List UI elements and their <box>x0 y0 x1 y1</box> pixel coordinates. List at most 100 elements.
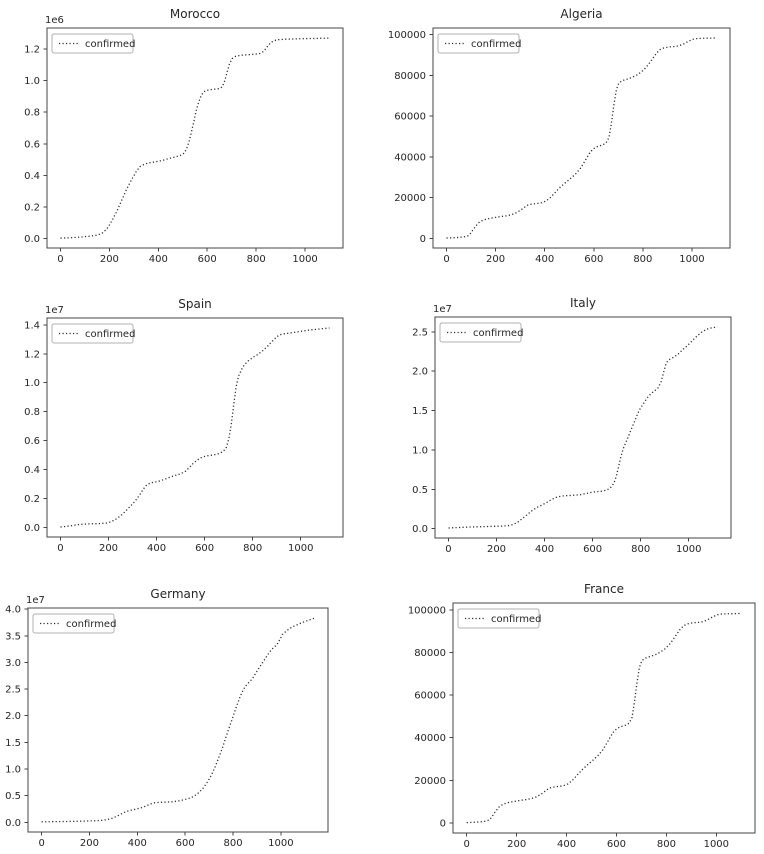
y-tick-label: 3.0 <box>5 658 21 669</box>
y-tick-label: 1.5 <box>412 406 428 417</box>
y-tick-label: 1.2 <box>24 45 40 56</box>
subplot-algeria: 0 200 400 600 800 1000 0 20000 40000 60000 80000 10… <box>382 0 764 285</box>
y-tick-label: 20000 <box>414 776 446 787</box>
y-tick-label: 0.2 <box>24 494 40 505</box>
x-tick-label: 800 <box>631 544 650 555</box>
y-tick-label: 0 <box>420 234 426 245</box>
x-tick-label: 0 <box>38 838 44 849</box>
x-tick-label: 1000 <box>268 838 293 849</box>
legend-box <box>51 33 134 54</box>
y-tick-label: 0.6 <box>24 139 40 150</box>
y-tick-label: 1.2 <box>24 349 40 360</box>
x-tick-label: 800 <box>247 254 266 265</box>
x-tick-label: 200 <box>100 254 119 265</box>
x-tick-label: 0 <box>445 544 451 555</box>
chart-canvas: 0 200 400 600 800 1000 0.0 0.5 1.0 1.5 2.0 2.5 3.0 3.… <box>5 587 329 849</box>
x-tick-label: 600 <box>195 543 214 554</box>
chart-canvas: 0 200 400 600 800 1000 0.0 0.5 1.0 1.5 2.0 2.5 1e7 It… <box>412 296 732 555</box>
x-tick-label: 400 <box>128 838 147 849</box>
legend-label: confirmed <box>66 619 116 630</box>
legend-box <box>51 323 134 344</box>
y-tick-label: 1.0 <box>412 445 428 456</box>
x-tick-label: 0 <box>443 254 449 265</box>
y-tick-label: 0.5 <box>5 791 21 802</box>
legend-box <box>457 608 540 629</box>
x-tick-label: 600 <box>607 839 626 850</box>
series-line-confirmed <box>41 617 315 823</box>
y-tick-label: 80000 <box>394 71 426 82</box>
plot-frame <box>46 317 344 538</box>
y-tick-label: 0.4 <box>24 171 40 182</box>
legend: confirmed <box>32 613 116 634</box>
y-tick-label: 0.8 <box>24 108 40 119</box>
chart-canvas: 0 200 400 600 800 1000 0.0 0.2 0.4 0.6 0.8 1.0 1.2 1.… <box>24 297 344 554</box>
y-tick-label: 0.6 <box>24 436 40 447</box>
x-tick-label: 1000 <box>679 254 704 265</box>
legend: confirmed <box>439 322 523 343</box>
y-tick-label: 20000 <box>394 193 426 204</box>
y-tick-label: 4.0 <box>5 605 21 616</box>
chart-canvas: 0 200 400 600 800 1000 0.0 0.2 0.4 0.6 0.8 1.0 1.2 1e… <box>24 7 344 265</box>
chart-canvas: 0 200 400 600 800 1000 0 20000 40000 60000 80000 10… <box>388 7 731 265</box>
y-tick-label: 60000 <box>394 112 426 123</box>
chart-title: Italy <box>570 296 596 310</box>
y-tick-label: 2.5 <box>412 327 428 338</box>
subplot-morocco: 0 200 400 600 800 1000 0.0 0.2 0.4 0.6 0.8 1.0 1.2 1e… <box>0 0 382 285</box>
y-tick-label: 1.5 <box>5 738 21 749</box>
legend-box <box>32 613 115 634</box>
plot-frame <box>434 316 732 539</box>
y-tick-label: 0.0 <box>5 818 21 829</box>
x-tick-label: 200 <box>99 543 118 554</box>
legend-label: confirmed <box>85 39 135 50</box>
y-tick-label: 100000 <box>408 605 446 616</box>
y-tick-label: 0.0 <box>24 234 40 245</box>
subplot-france: 0 200 400 600 800 1000 0 20000 40000 60000 80000 10… <box>382 569 764 854</box>
chart-title: Algeria <box>560 7 602 21</box>
x-tick-label: 200 <box>507 839 526 850</box>
chart-title: Spain <box>178 297 212 311</box>
axis-offset-label: 1e7 <box>45 305 64 316</box>
x-tick-label: 800 <box>633 254 652 265</box>
legend-label: confirmed <box>471 39 521 50</box>
y-tick-label: 1.4 <box>24 320 40 331</box>
x-tick-label: 1000 <box>704 839 729 850</box>
x-tick-label: 400 <box>535 254 554 265</box>
y-tick-label: 1.0 <box>24 76 40 87</box>
y-tick-label: 80000 <box>414 648 446 659</box>
plot-frame <box>452 602 756 834</box>
chart-title: Germany <box>150 587 205 601</box>
y-tick-label: 2.5 <box>5 685 21 696</box>
y-tick-label: 2.0 <box>412 367 428 378</box>
x-tick-label: 0 <box>57 254 63 265</box>
subplot-germany: 0 200 400 600 800 1000 0.0 0.5 1.0 1.5 2.0 2.5 3.0 3.… <box>0 569 382 854</box>
x-tick-label: 400 <box>149 254 168 265</box>
y-tick-label: 1.0 <box>24 378 40 389</box>
axis-offset-label: 1e7 <box>26 595 45 606</box>
legend-label: confirmed <box>491 614 541 625</box>
y-tick-label: 60000 <box>414 691 446 702</box>
legend: confirmed <box>51 323 135 344</box>
x-tick-label: 200 <box>487 544 506 555</box>
subplot-spain: 0 200 400 600 800 1000 0.0 0.2 0.4 0.6 0.8 1.0 1.2 1.… <box>0 285 382 570</box>
x-tick-label: 400 <box>557 839 576 850</box>
y-tick-label: 3.5 <box>5 631 21 642</box>
legend: confirmed <box>51 33 135 54</box>
legend-label: confirmed <box>473 328 523 339</box>
y-tick-label: 2.0 <box>5 711 21 722</box>
y-tick-label: 1.0 <box>5 765 21 776</box>
x-tick-label: 600 <box>584 254 603 265</box>
y-tick-label: 40000 <box>414 733 446 744</box>
legend: confirmed <box>437 33 521 54</box>
legend-label: confirmed <box>85 329 135 340</box>
series-line-confirmed <box>466 612 742 824</box>
legend-box <box>437 33 520 54</box>
legend: confirmed <box>457 608 541 629</box>
x-tick-label: 0 <box>57 543 63 554</box>
y-tick-label: 100000 <box>388 30 426 41</box>
subplot-italy: 0 200 400 600 800 1000 0.0 0.5 1.0 1.5 2.0 2.5 1e7 It… <box>382 285 764 570</box>
chart-title: France <box>584 582 624 596</box>
axis-offset-label: 1e6 <box>45 15 64 26</box>
x-tick-label: 400 <box>147 543 166 554</box>
x-tick-label: 200 <box>80 838 99 849</box>
y-tick-label: 0.0 <box>24 523 40 534</box>
